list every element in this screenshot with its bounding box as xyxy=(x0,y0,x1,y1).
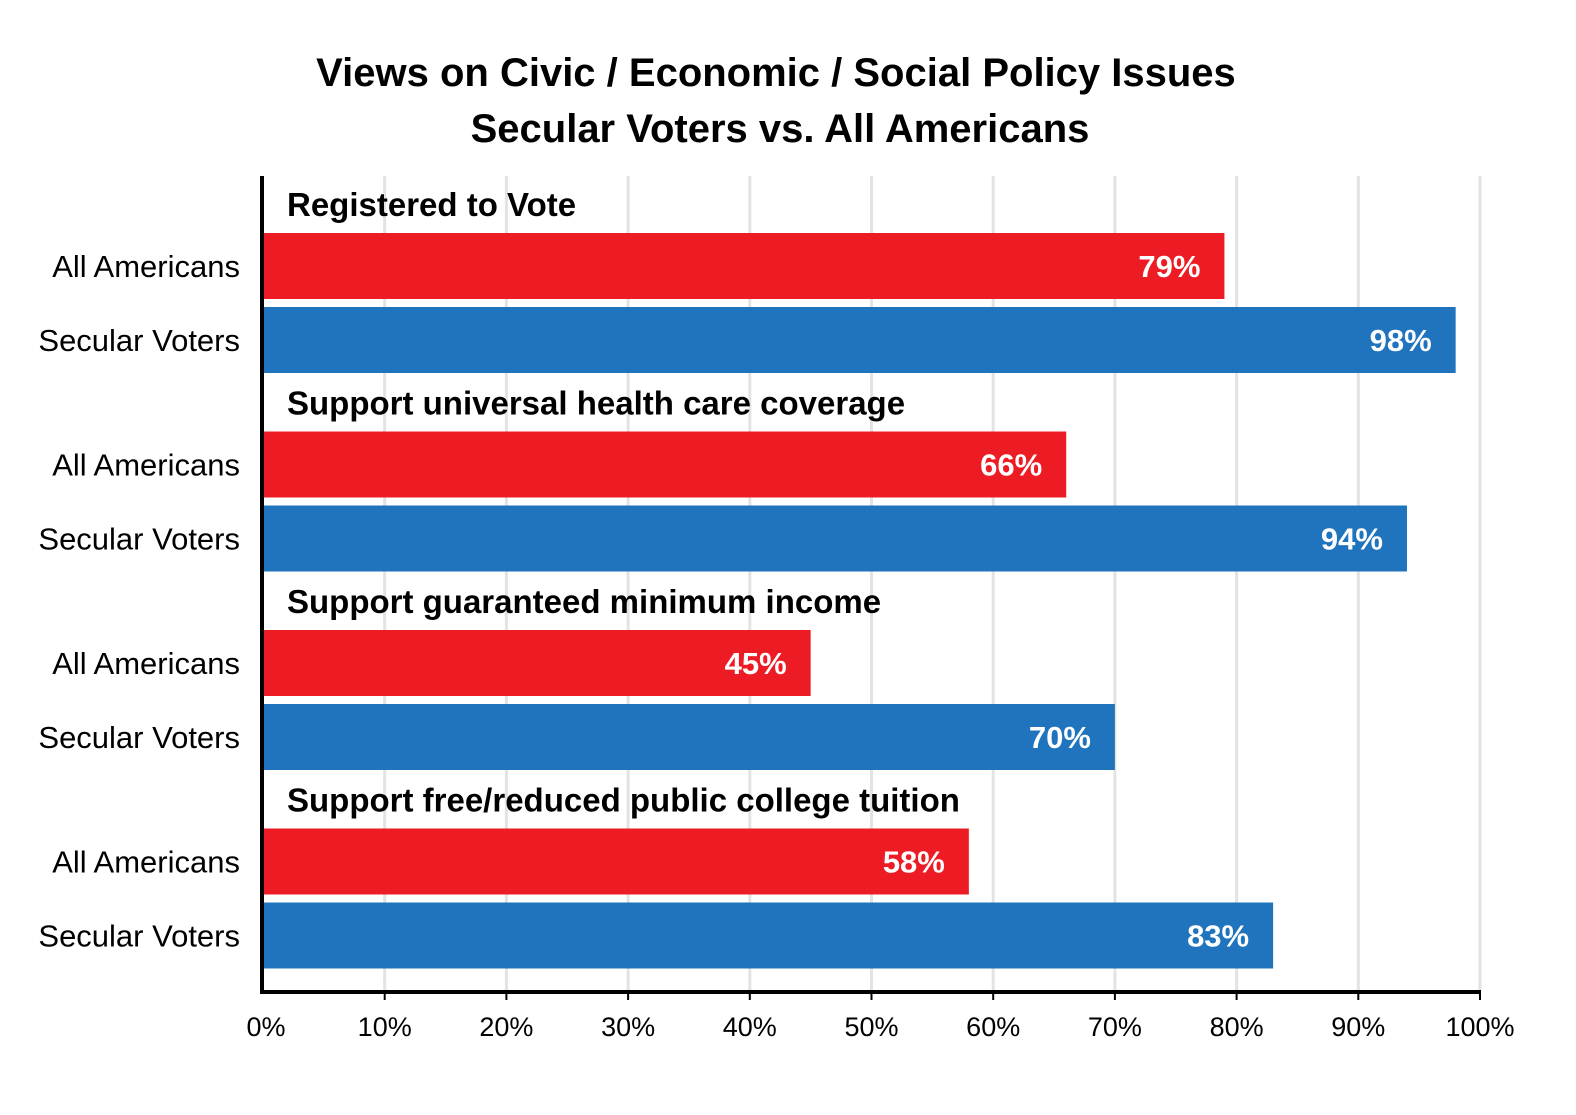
value-label: 70% xyxy=(1029,720,1091,755)
row-label: Secular Voters xyxy=(38,522,240,557)
chart-subtitle: Secular Voters vs. All Americans xyxy=(471,107,1090,151)
x-tick-label: 60% xyxy=(966,1012,1020,1042)
bar xyxy=(263,233,1225,299)
value-label: 58% xyxy=(883,845,945,880)
group-label: Support universal health care coverage xyxy=(287,385,905,422)
x-tick-label: 50% xyxy=(844,1012,898,1042)
row-label: All Americans xyxy=(52,646,240,681)
value-label: 98% xyxy=(1370,323,1432,358)
group-label: Registered to Vote xyxy=(287,186,576,223)
row-label: Secular Voters xyxy=(38,323,240,358)
row-label: Secular Voters xyxy=(38,720,240,755)
bar xyxy=(263,828,969,895)
x-tick-label: 0% xyxy=(246,1012,285,1042)
bar xyxy=(263,630,811,696)
row-label: All Americans xyxy=(52,249,240,284)
bars: Registered to Vote All Americans 79% Secula… xyxy=(38,186,1456,969)
value-label: 79% xyxy=(1138,249,1200,284)
bar xyxy=(263,902,1274,969)
bar xyxy=(263,431,1067,498)
axes: 0% 10% 20% 30% 40% 50% 60% 70% 80% 90% 100% xyxy=(246,176,1515,1042)
row-label: Secular Voters xyxy=(38,919,240,954)
x-tick-label: 20% xyxy=(479,1012,533,1042)
x-tick-label: 100% xyxy=(1445,1012,1514,1042)
group-label: Support free/reduced public college tuit… xyxy=(287,782,960,819)
x-tick-label: 30% xyxy=(601,1012,655,1042)
x-tick-label: 80% xyxy=(1210,1012,1264,1042)
value-label: 66% xyxy=(980,448,1042,483)
chart-title: Views on Civic / Economic / Social Polic… xyxy=(316,51,1236,95)
value-label: 83% xyxy=(1187,919,1249,954)
bar xyxy=(263,505,1407,572)
x-tick-label: 40% xyxy=(723,1012,777,1042)
x-tick-label: 70% xyxy=(1088,1012,1142,1042)
value-label: 94% xyxy=(1321,522,1383,557)
row-label: All Americans xyxy=(52,448,240,483)
group-label: Support guaranteed minimum income xyxy=(287,583,881,620)
bar xyxy=(263,704,1115,770)
x-tick-label: 90% xyxy=(1331,1012,1385,1042)
x-tick-label: 10% xyxy=(358,1012,412,1042)
bar xyxy=(263,307,1456,373)
row-label: All Americans xyxy=(52,845,240,880)
value-label: 45% xyxy=(725,646,787,681)
